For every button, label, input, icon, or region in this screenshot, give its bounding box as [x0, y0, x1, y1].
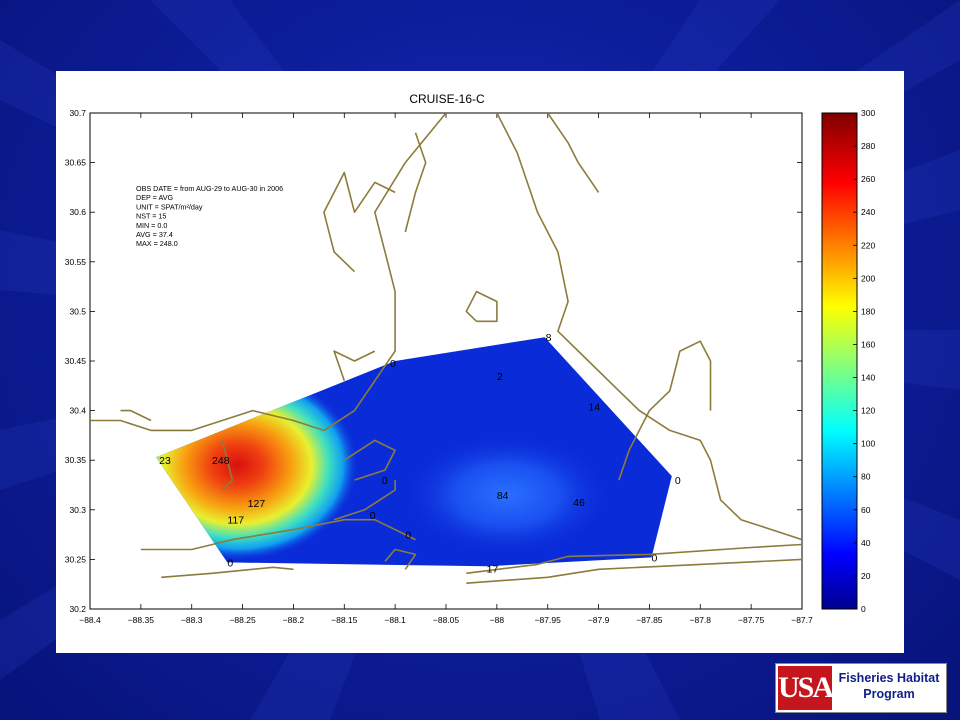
station-label: 8	[546, 332, 552, 344]
x-tick-label: −87.85	[636, 615, 663, 625]
coastline-segment	[161, 566, 294, 579]
coastline-segment	[323, 171, 396, 273]
x-tick-label: −87.9	[588, 615, 610, 625]
coastline-segment	[547, 113, 600, 193]
coastline-segment	[466, 558, 802, 584]
x-tick-label: −87.8	[690, 615, 712, 625]
coastline-segment	[90, 113, 447, 432]
coastline-segment	[618, 340, 712, 481]
coastline-segment	[140, 518, 416, 551]
colorbar-tick-label: 200	[861, 273, 875, 283]
y-tick-label: 30.2	[69, 604, 86, 614]
y-tick-label: 30.3	[69, 505, 86, 515]
colorbar: 0 20 40 60 80 100 120 140 160 180 200 220 240 260 280 3…	[821, 108, 875, 614]
colorbar-tick-label: 20	[861, 571, 871, 581]
colorbar-tick-label: 140	[861, 373, 875, 383]
x-tick-label: −87.75	[738, 615, 765, 625]
y-tick-label: 30.6	[69, 207, 86, 217]
station-label: 127	[248, 498, 266, 510]
colorbar-tick-label: 120	[861, 406, 875, 416]
info-line: MIN = 0.0	[136, 221, 167, 230]
coastline-segment	[343, 439, 396, 481]
station-label: 2	[497, 371, 503, 383]
y-tick-label: 30.4	[69, 406, 86, 416]
station-label: 248	[212, 455, 230, 467]
info-line: MAX = 248.0	[136, 239, 178, 248]
coastline-segment	[120, 409, 152, 422]
x-tick-label: −88.4	[79, 615, 101, 625]
info-line: NST = 15	[136, 212, 166, 221]
coastline-segment	[466, 543, 802, 575]
usa-logo-mark: USA	[778, 666, 834, 710]
colorbar-tick-label: 300	[861, 108, 875, 118]
colorbar-tick-label: 240	[861, 207, 875, 217]
colorbar-tick-label: 160	[861, 339, 875, 349]
x-tick-label: −88.3	[181, 615, 203, 625]
coastline-segment	[384, 548, 417, 570]
station-label: 0	[227, 557, 233, 569]
y-tick-label: 30.45	[65, 356, 87, 366]
info-line: UNIT = SPAT/m²/day	[136, 202, 203, 211]
colorbar-tick-label: 60	[861, 505, 871, 515]
field-mid-blob	[402, 432, 613, 557]
colorbar-tick-label: 0	[861, 604, 866, 614]
program-logo: USA Fisheries Habitat Program	[775, 663, 947, 713]
coastline-segment	[404, 132, 427, 233]
station-label: 117	[227, 515, 244, 527]
colorbar-tick-label: 100	[861, 439, 875, 449]
station-label: 84	[497, 490, 509, 502]
station-label: 0	[382, 475, 388, 487]
info-box: OBS DATE = from AUG-29 to AUG-30 in 2006…	[136, 184, 283, 248]
station-label: 17	[487, 563, 499, 575]
coastline-segment	[333, 350, 376, 382]
colorbar-tick-label: 280	[861, 141, 875, 151]
station-label: 46	[573, 497, 585, 509]
colorbar-tick-label: 80	[861, 472, 871, 482]
station-label: 0	[651, 552, 657, 564]
logo-line-1: Fisheries Habitat	[838, 671, 940, 685]
station-label: 0	[405, 530, 411, 542]
station-labels: 23 248 127 117 0 0 0 0 0 2 8 14 84 46 0 0 17	[159, 332, 681, 575]
logo-text: Fisheries Habitat Program	[834, 670, 944, 702]
y-tick-label: 30.55	[65, 257, 87, 267]
coastline-segment	[465, 290, 498, 323]
y-tick-label: 30.35	[65, 455, 87, 465]
x-tick-label: −87.7	[791, 615, 813, 625]
colorbar-tick-label: 180	[861, 306, 875, 316]
coastline-segment	[496, 113, 802, 541]
logo-line-2: Program	[863, 687, 915, 701]
coastline-segment	[221, 440, 234, 491]
x-tick-label: −88.25	[229, 615, 256, 625]
y-tick-label: 30.65	[65, 158, 87, 168]
chart-title: CRUISE-16-C	[409, 92, 485, 106]
y-tick-label: 30.7	[69, 108, 86, 118]
station-label: 0	[370, 510, 376, 522]
x-tick-label: −87.95	[535, 615, 562, 625]
x-tick-label: −88	[490, 615, 505, 625]
x-tick-label: −88.2	[283, 615, 305, 625]
colorbar-tick-label: 40	[861, 538, 871, 548]
heatmap-chart: CRUISE-16-C −88.4 −88.35 −88.3 −88.25 −88.2 −…	[65, 92, 876, 625]
info-line: DEP = AVG	[136, 193, 173, 202]
colorbar-tick-label: 220	[861, 240, 875, 250]
y-tick-label: 30.5	[69, 306, 86, 316]
station-label: 0	[675, 475, 681, 487]
colorbar-tick-label: 260	[861, 174, 875, 184]
chart-panel: CRUISE-16-C −88.4 −88.35 −88.3 −88.25 −88.2 −…	[56, 71, 904, 653]
coastline-segment	[333, 480, 396, 521]
x-tick-label: −88.05	[433, 615, 460, 625]
station-label: 23	[159, 455, 171, 467]
x-tick-label: −88.1	[384, 615, 406, 625]
station-label: 0	[390, 358, 396, 370]
info-line: AVG = 37.4	[136, 230, 173, 239]
x-tick-label: −88.15	[331, 615, 358, 625]
colorbar-bar	[821, 112, 858, 610]
station-label: 14	[588, 402, 600, 414]
coastline-map	[90, 113, 802, 584]
y-tick-label: 30.25	[65, 554, 87, 564]
x-tick-label: −88.35	[128, 615, 155, 625]
info-line: OBS DATE = from AUG-29 to AUG-30 in 2006	[136, 184, 283, 193]
